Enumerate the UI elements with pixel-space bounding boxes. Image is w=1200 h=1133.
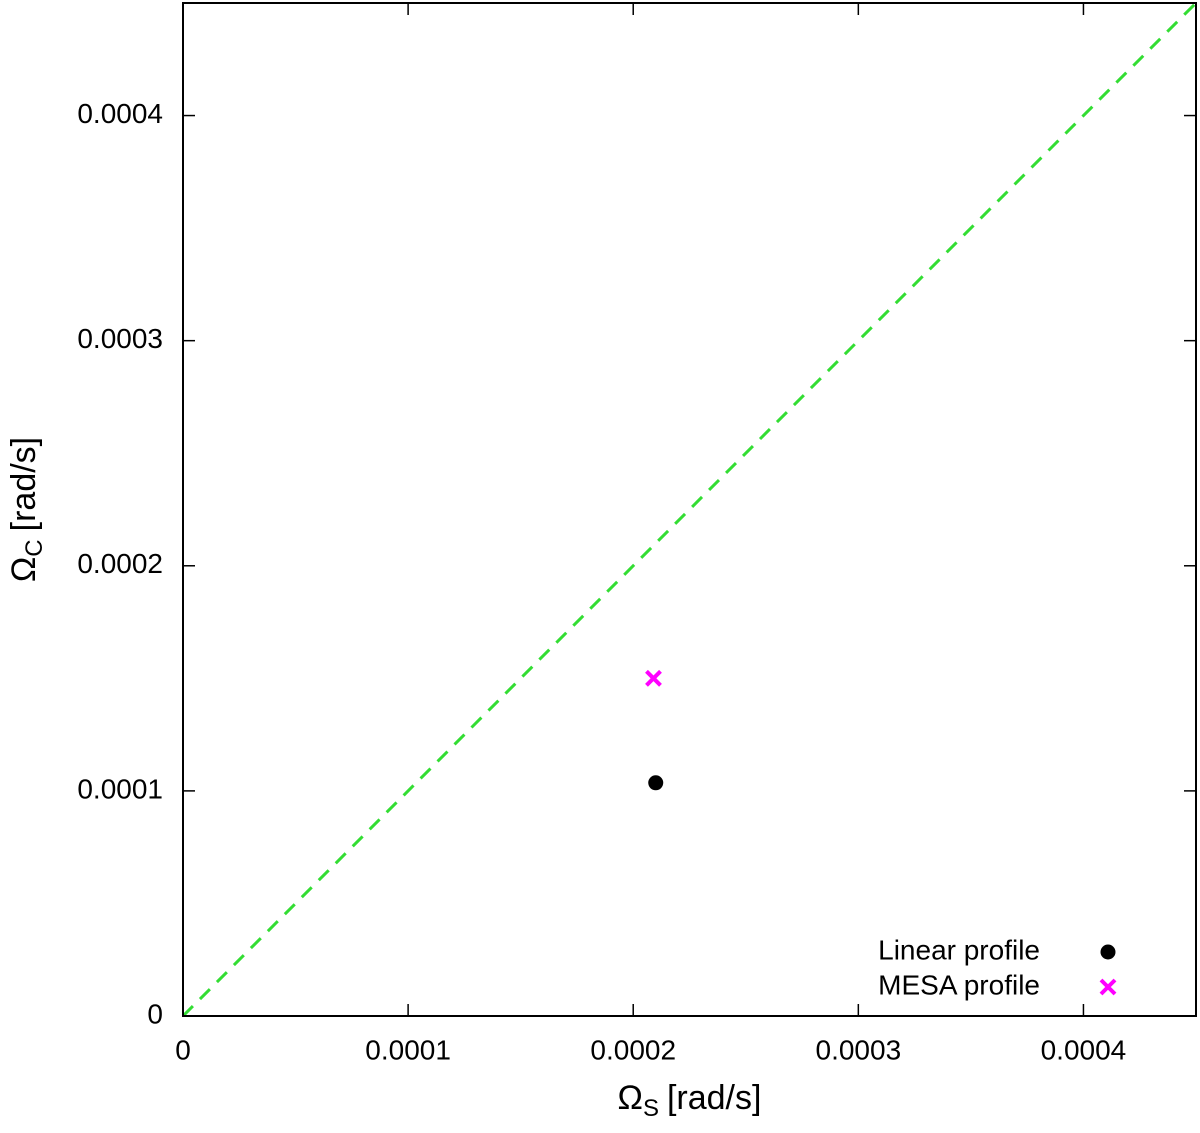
x-tick-label: 0 — [175, 1034, 191, 1065]
axis-symbol: Ω — [618, 1079, 643, 1117]
plot-frame — [182, 2, 1197, 1017]
y-tick-label: 0.0002 — [77, 548, 163, 579]
legend-label: Linear profile — [878, 934, 1040, 965]
axis-symbol: Ω — [5, 557, 43, 582]
cross-marker — [1099, 978, 1117, 996]
axis-subscript: C — [21, 539, 48, 556]
x-tick-label: 0.0002 — [590, 1034, 676, 1065]
diagonal-line — [181, 1, 1198, 1018]
legend-label: MESA profile — [878, 969, 1040, 1000]
y-tick-label: 0.0003 — [77, 323, 163, 354]
x-tick-label: 0.0003 — [816, 1034, 902, 1065]
y-tick-label: 0 — [147, 998, 163, 1029]
y-label: ΩC [rad/s] — [5, 437, 48, 582]
cross-marker — [645, 669, 662, 687]
axis-subscript: S — [643, 1095, 659, 1122]
x-label: ΩS [rad/s] — [618, 1079, 762, 1122]
y-tick-label: 0.0004 — [77, 98, 163, 129]
x-tick-label: 0.0001 — [365, 1034, 451, 1065]
circle-marker — [648, 775, 664, 791]
axis-unit: [rad/s] — [667, 1079, 761, 1117]
circle-marker — [1100, 944, 1116, 960]
x-tick-label: 0.0004 — [1041, 1034, 1127, 1065]
y-tick-label: 0.0001 — [77, 773, 163, 804]
axis-unit: [rad/s] — [5, 437, 43, 531]
